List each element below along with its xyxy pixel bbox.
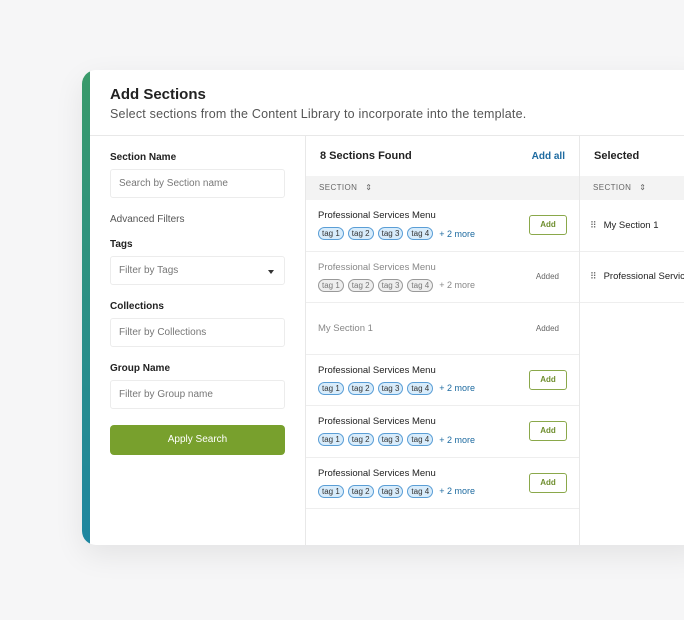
add-sections-dialog: Add Sections Select sections from the Co… bbox=[82, 70, 684, 545]
selected-item[interactable]: ⠿ My Section 1 bbox=[580, 200, 684, 252]
tags-select[interactable]: Filter by Tags bbox=[110, 256, 285, 285]
collections-label: Collections bbox=[110, 301, 164, 312]
selected-title: Selected bbox=[594, 150, 640, 162]
selected-item-name: Professional Services Menu bbox=[603, 271, 684, 283]
drag-handle-icon[interactable]: ⠿ bbox=[590, 271, 597, 282]
group-name-label: Group Name bbox=[110, 363, 171, 374]
add-button[interactable]: Add bbox=[529, 472, 567, 493]
selected-item[interactable]: ⠿ Professional Services Menu bbox=[580, 252, 684, 303]
section-name: Professional Services Menu bbox=[318, 210, 436, 222]
section-name: Professional Services Menu bbox=[318, 416, 436, 428]
section-name-input[interactable]: Search by Section name bbox=[110, 169, 285, 198]
table-row: Professional Services Menu tag 1 tag 2 tag … bbox=[306, 458, 579, 509]
tag-chip: tag 3 bbox=[377, 227, 404, 241]
selected-column-header[interactable]: SECTION ⇕ bbox=[580, 176, 684, 200]
section-name-label: Section Name bbox=[110, 152, 177, 163]
tag-chip: tag 4 bbox=[407, 278, 434, 292]
section-name: Professional Services Menu bbox=[318, 261, 436, 273]
tags-label: Tags bbox=[110, 239, 133, 250]
tag-chip: tag 3 bbox=[377, 433, 404, 447]
add-button[interactable]: Add bbox=[529, 215, 567, 236]
tag-chip: tag 4 bbox=[407, 484, 434, 498]
section-column-header[interactable]: SECTION ⇕ bbox=[306, 176, 579, 200]
added-status: Added bbox=[535, 323, 559, 333]
selected-panel: Selected SECTION ⇕ ⠿ My Section 1 ⠿ Profess… bbox=[580, 136, 684, 545]
tag-chip: tag 3 bbox=[377, 278, 404, 292]
tag-chip: tag 2 bbox=[347, 227, 374, 241]
add-all-link[interactable]: Add all bbox=[531, 150, 565, 162]
added-status: Added bbox=[535, 272, 559, 282]
table-row: Professional Services Menu tag 1 tag 2 tag … bbox=[306, 200, 579, 252]
advanced-filters-label: Advanced Filters bbox=[110, 214, 185, 225]
tags-placeholder: Filter by Tags bbox=[119, 265, 179, 276]
dialog-header: Add Sections Select sections from the Co… bbox=[90, 70, 684, 136]
tag-chip: tag 3 bbox=[377, 484, 404, 498]
page-title: Add Sections bbox=[110, 86, 206, 103]
column-label: SECTION bbox=[593, 183, 632, 192]
more-tags-link[interactable]: + 2 more bbox=[439, 228, 475, 239]
tag-chip: tag 1 bbox=[318, 278, 344, 292]
tag-chip: tag 1 bbox=[318, 227, 344, 241]
add-button[interactable]: Add bbox=[529, 421, 567, 442]
group-name-input[interactable]: Filter by Group name bbox=[110, 380, 285, 409]
more-tags-link[interactable]: + 2 more bbox=[439, 280, 475, 291]
tag-chip: tag 4 bbox=[407, 433, 434, 447]
tag-chip: tag 4 bbox=[407, 381, 434, 395]
drag-handle-icon[interactable]: ⠿ bbox=[590, 219, 597, 230]
tag-chip: tag 4 bbox=[407, 227, 434, 241]
more-tags-link[interactable]: + 2 more bbox=[439, 434, 475, 445]
tag-chip: tag 3 bbox=[377, 381, 404, 395]
more-tags-link[interactable]: + 2 more bbox=[439, 383, 475, 394]
section-name: Professional Services Menu bbox=[318, 467, 436, 479]
tag-chip: tag 1 bbox=[318, 381, 344, 395]
tag-chip: tag 2 bbox=[347, 433, 374, 447]
section-name: Professional Services Menu bbox=[318, 364, 436, 376]
sort-icon: ⇕ bbox=[633, 183, 647, 192]
tag-chip: tag 1 bbox=[318, 433, 344, 447]
results-panel: 8 Sections Found Add all SECTION ⇕ Profes… bbox=[306, 136, 580, 545]
accent-stripe bbox=[82, 70, 90, 545]
caret-down-icon bbox=[268, 270, 274, 277]
filter-panel: Section Name Search by Section name Adva… bbox=[90, 136, 306, 545]
add-button[interactable]: Add bbox=[529, 369, 567, 390]
sort-icon: ⇕ bbox=[359, 183, 373, 192]
tag-chip: tag 2 bbox=[347, 278, 374, 292]
table-row: Professional Services Menu tag 1 tag 2 tag … bbox=[306, 355, 579, 406]
selected-item-name: My Section 1 bbox=[603, 219, 659, 231]
section-name: My Section 1 bbox=[318, 322, 373, 334]
more-tags-link[interactable]: + 2 more bbox=[439, 486, 475, 497]
results-count: 8 Sections Found bbox=[320, 150, 412, 162]
table-row: My Section 1 Added bbox=[306, 303, 579, 355]
column-label: SECTION bbox=[319, 183, 358, 192]
apply-search-button[interactable]: Apply Search bbox=[110, 425, 285, 455]
tag-chip: tag 2 bbox=[347, 381, 374, 395]
table-row: Professional Services Menu tag 1 tag 2 tag … bbox=[306, 252, 579, 303]
table-row: Professional Services Menu tag 1 tag 2 tag … bbox=[306, 406, 579, 458]
tag-chip: tag 1 bbox=[318, 484, 344, 498]
page-subtitle: Select sections from the Content Library… bbox=[110, 107, 527, 121]
tag-chip: tag 2 bbox=[347, 484, 374, 498]
collections-input[interactable]: Filter by Collections bbox=[110, 318, 285, 347]
